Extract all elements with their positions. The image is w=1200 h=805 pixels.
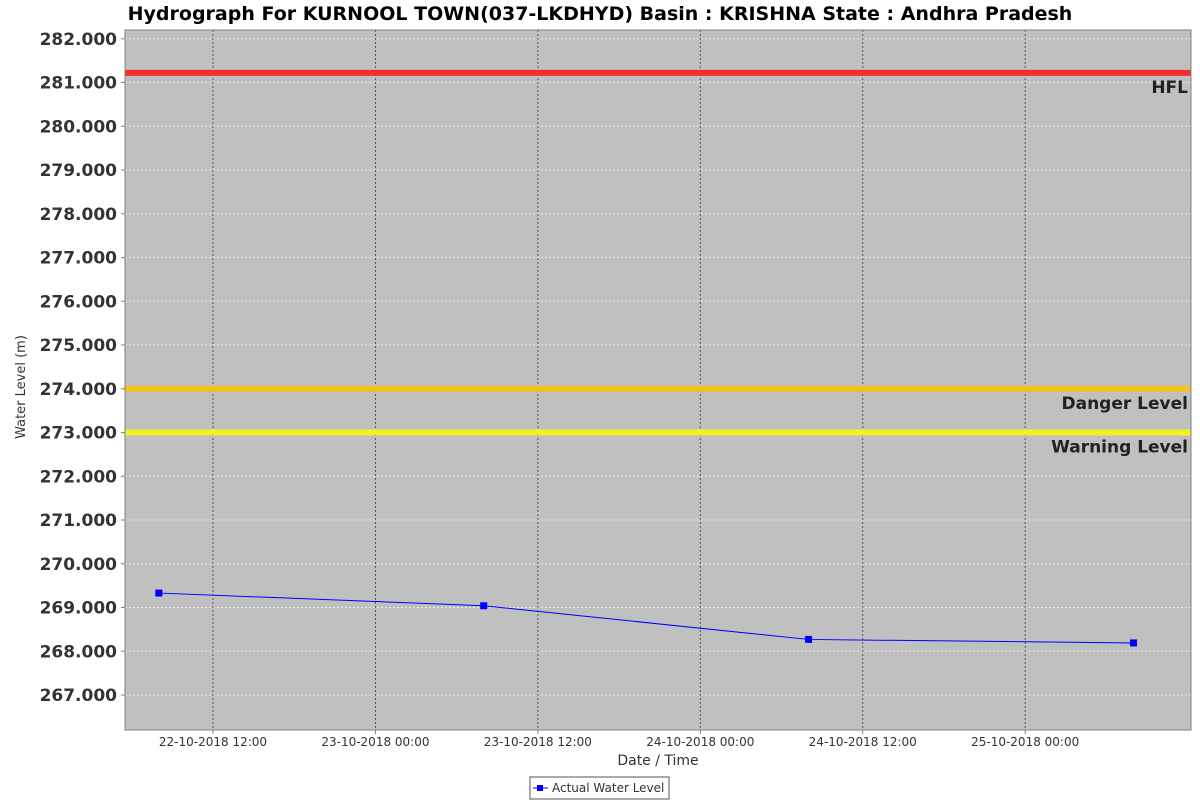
y-tick-label: 270.000: [40, 555, 118, 575]
warning-level-label: Warning Level: [1051, 438, 1188, 458]
plot-area: [125, 30, 1191, 730]
x-axis-label: Date / Time: [617, 753, 698, 769]
x-tick-label: 23-10-2018 12:00: [484, 735, 592, 749]
y-tick-label: 282.000: [40, 30, 118, 50]
y-axis-label: Water Level (m): [14, 335, 29, 439]
x-tick-label: 22-10-2018 12:00: [159, 735, 267, 749]
data-point: [805, 635, 813, 643]
hfl-label: HFL: [1151, 78, 1188, 98]
x-tick-label: 23-10-2018 00:00: [321, 735, 429, 749]
legend: Actual Water Level: [529, 776, 670, 800]
y-tick-label: 273.000: [40, 424, 118, 444]
legend-series-label: Actual Water Level: [552, 781, 664, 795]
y-tick-label: 268.000: [40, 642, 118, 662]
y-tick-label: 279.000: [40, 161, 118, 181]
y-axis: 267.000 268.000 269.000 270.000 271.000 272.0…: [40, 30, 125, 706]
data-point: [155, 589, 163, 597]
legend-series-marker: [537, 785, 543, 791]
data-point: [480, 602, 488, 610]
chart-title: Hydrograph For KURNOOL TOWN(037-LKDHYD) …: [128, 3, 1073, 25]
y-tick-label: 275.000: [40, 336, 118, 356]
legend-box: [529, 776, 670, 800]
y-tick-label: 272.000: [40, 467, 118, 487]
y-tick-label: 280.000: [40, 117, 118, 137]
series-layer: [155, 589, 1137, 647]
x-tick-label: 24-10-2018 00:00: [646, 735, 754, 749]
y-tick-label: 271.000: [40, 511, 118, 531]
y-tick-label: 269.000: [40, 599, 118, 619]
gridlines: [125, 30, 1191, 730]
y-tick-label: 276.000: [40, 292, 118, 312]
x-tick-label: 24-10-2018 12:00: [809, 735, 917, 749]
x-axis: 22-10-2018 12:00 23-10-2018 00:00 23-10-20…: [159, 730, 1079, 749]
plot-border: [124, 29, 1192, 731]
data-point: [1129, 639, 1137, 647]
y-tick-label: 277.000: [40, 249, 118, 269]
danger-level-label: Danger Level: [1062, 394, 1189, 414]
x-tick-label: 25-10-2018 00:00: [971, 735, 1079, 749]
series-line: [158, 592, 1134, 644]
y-tick-label: 274.000: [40, 380, 118, 400]
y-tick-label: 281.000: [40, 74, 118, 94]
y-tick-label: 278.000: [40, 205, 118, 225]
reference-lines: HFL Danger Level Warning Level: [125, 69, 1191, 458]
y-tick-label: 267.000: [40, 686, 118, 706]
